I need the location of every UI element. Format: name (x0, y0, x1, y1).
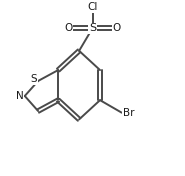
Text: O: O (64, 23, 72, 33)
Text: Br: Br (123, 108, 134, 118)
Text: S: S (89, 23, 96, 33)
Text: S: S (31, 74, 37, 84)
Text: O: O (113, 23, 121, 33)
Text: Cl: Cl (87, 2, 98, 12)
Text: N: N (16, 91, 23, 101)
